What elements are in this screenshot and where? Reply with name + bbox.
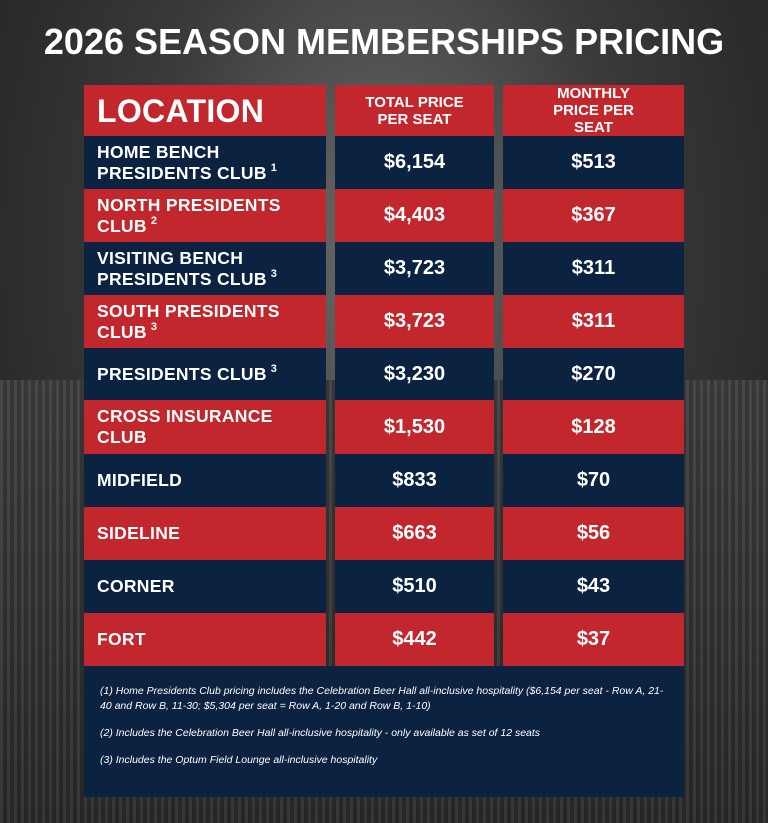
monthly-price-cell: $43	[503, 560, 684, 613]
header-location: LOCATION	[84, 85, 326, 136]
total-price-cell: $4,403	[335, 189, 494, 242]
footnotes: (1) Home Presidents Club pricing include…	[84, 666, 684, 797]
location-cell: CORNER	[84, 560, 326, 613]
total-price-cell: $510	[335, 560, 494, 613]
monthly-price-cell: $311	[503, 242, 684, 295]
footnote-1: (1) Home Presidents Club pricing include…	[100, 685, 664, 712]
location-cell: MIDFIELD	[84, 454, 326, 507]
monthly-price-cell: $270	[503, 348, 684, 400]
monthly-price-cell: $37	[503, 613, 684, 666]
footnote-2: (2) Includes the Celebration Beer Hall a…	[100, 727, 541, 739]
location-cell: CROSS INSURANCE CLUB	[84, 400, 326, 454]
total-price-cell: $6,154	[335, 136, 494, 189]
total-price-cell: $3,230	[335, 348, 494, 400]
location-cell: SOUTH PRESIDENTS CLUB 3	[84, 295, 326, 348]
location-cell: HOME BENCH PRESIDENTS CLUB 1	[84, 136, 326, 189]
footnote-marker: 1	[270, 161, 278, 174]
total-price-cell: $1,530	[335, 400, 494, 454]
header-total-price: TOTAL PRICE PER SEAT	[335, 85, 494, 136]
total-price-cell: $833	[335, 454, 494, 507]
footnote-3: (3) Includes the Optum Field Lounge all-…	[100, 754, 378, 766]
location-name: MIDFIELD	[97, 470, 183, 490]
page-title: 2026 SEASON MEMBERSHIPS PRICING	[43, 21, 725, 62]
location-name: CORNER	[97, 576, 175, 596]
location-name: CROSS INSURANCE CLUB	[97, 406, 273, 447]
monthly-price-cell: $311	[503, 295, 684, 348]
total-price-cell: $3,723	[335, 242, 494, 295]
footnote-marker: 2	[150, 214, 158, 227]
location-cell: SIDELINE	[84, 507, 326, 560]
header-monthly-price: MONTHLY PRICE PER SEAT	[503, 85, 684, 136]
location-name: VISITING BENCH PRESIDENTS CLUB	[97, 247, 267, 289]
location-cell: PRESIDENTS CLUB 3	[84, 348, 326, 400]
monthly-price-cell: $513	[503, 136, 684, 189]
monthly-price-cell: $56	[503, 507, 684, 560]
location-cell: VISITING BENCH PRESIDENTS CLUB 3	[84, 242, 326, 295]
total-price-cell: $663	[335, 507, 494, 560]
monthly-price-cell: $70	[503, 454, 684, 507]
footnote-marker: 3	[270, 267, 278, 280]
location-name: SOUTH PRESIDENTS CLUB	[97, 300, 280, 342]
total-price-cell: $3,723	[335, 295, 494, 348]
footnote-marker: 3	[150, 320, 158, 333]
location-name: SIDELINE	[97, 523, 181, 543]
monthly-price-cell: $367	[503, 189, 684, 242]
location-name: PRESIDENTS CLUB	[97, 363, 267, 384]
location-cell: NORTH PRESIDENTS CLUB 2	[84, 189, 326, 242]
total-price-cell: $442	[335, 613, 494, 666]
location-name: HOME BENCH PRESIDENTS CLUB	[97, 141, 267, 183]
footnote-marker: 3	[270, 362, 278, 375]
location-name: NORTH PRESIDENTS CLUB	[97, 194, 281, 236]
location-name: FORT	[97, 629, 146, 649]
monthly-price-cell: $128	[503, 400, 684, 454]
location-cell: FORT	[84, 613, 326, 666]
